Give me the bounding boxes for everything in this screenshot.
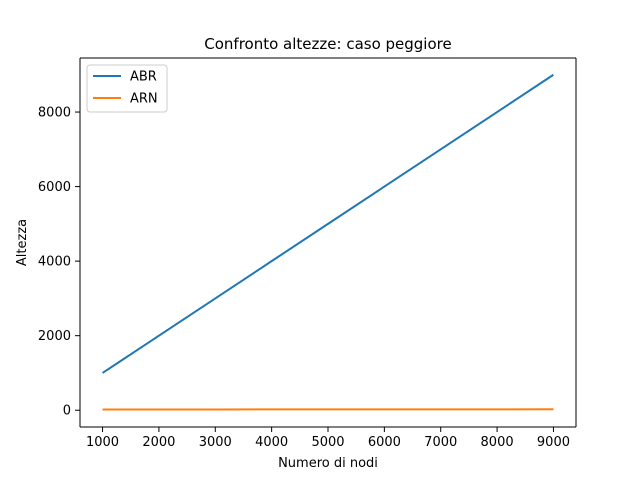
x-tick-label: 6000 <box>368 435 401 450</box>
legend: ABR ARN <box>86 64 168 113</box>
series-line-abr <box>101 73 555 374</box>
x-tick-label: 4000 <box>255 435 288 450</box>
y-tick-label: 2000 <box>38 329 71 344</box>
legend-label-arn: ARN <box>130 92 158 107</box>
x-tick-label: 8000 <box>481 435 514 450</box>
y-tick-label: 4000 <box>38 255 71 270</box>
x-tick-label: 1000 <box>86 435 119 450</box>
series-layer <box>101 73 555 411</box>
legend-label-abr: ABR <box>130 70 157 85</box>
y-tick-label: 6000 <box>38 180 71 195</box>
plot-area <box>80 58 576 427</box>
x-axis-label: Numero di nodi <box>278 456 378 471</box>
x-axis: 1000 2000 3000 4000 5000 6000 7000 8000 9000 <box>86 427 570 450</box>
y-tick-label: 0 <box>63 404 71 419</box>
x-tick-label: 7000 <box>424 435 457 450</box>
y-axis: 0 2000 4000 6000 8000 <box>38 106 80 419</box>
chart-title: Confronto altezze: caso peggiore <box>204 35 451 53</box>
y-tick-label: 8000 <box>38 106 71 121</box>
x-tick-label: 2000 <box>142 435 175 450</box>
x-tick-label: 3000 <box>199 435 232 450</box>
x-tick-label: 9000 <box>537 435 570 450</box>
x-tick-label: 5000 <box>311 435 344 450</box>
y-axis-label: Altezza <box>15 219 30 266</box>
